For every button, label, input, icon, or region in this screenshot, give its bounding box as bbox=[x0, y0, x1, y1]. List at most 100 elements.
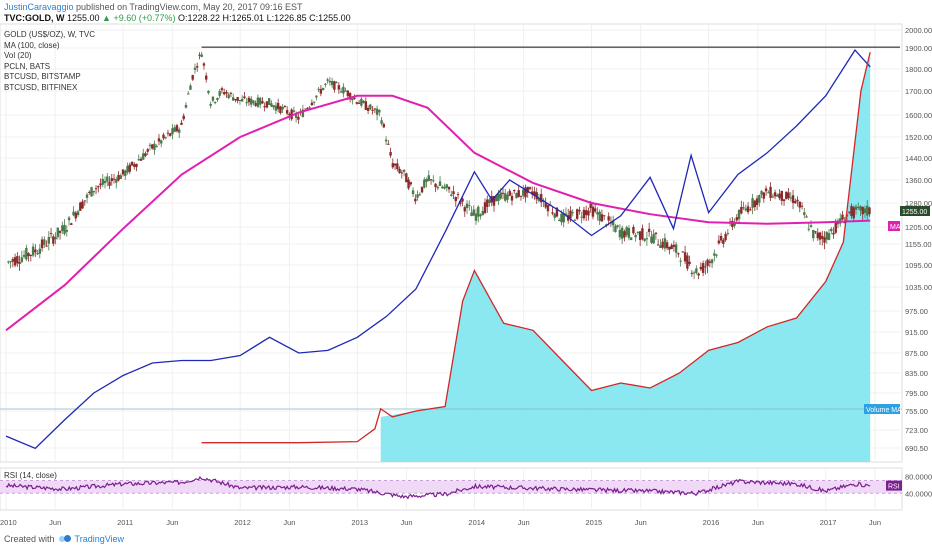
gold-candle bbox=[22, 254, 26, 257]
legend-btc-bitstamp[interactable]: BTCUSD, BITSTAMP bbox=[4, 72, 81, 82]
gold-candle bbox=[321, 87, 325, 90]
legend-volume[interactable]: Vol (20) bbox=[4, 51, 32, 61]
gold-candle bbox=[249, 98, 253, 105]
author-link[interactable]: JustinCaravaggio bbox=[4, 2, 74, 12]
gold-candle bbox=[173, 127, 176, 132]
gold-candle bbox=[452, 191, 455, 195]
gold-candle bbox=[400, 172, 404, 174]
gold-candle bbox=[222, 92, 226, 95]
time-tick-label: 2013 bbox=[351, 518, 368, 527]
gold-candle bbox=[373, 108, 377, 110]
gold-candle bbox=[7, 261, 10, 263]
gold-candle bbox=[573, 219, 577, 221]
gold-candle bbox=[38, 248, 42, 254]
gold-candle bbox=[355, 102, 359, 104]
gold-candle bbox=[827, 233, 831, 240]
price-tick-label: 1205.00 bbox=[905, 223, 932, 232]
gold-candle bbox=[49, 233, 53, 235]
study-legend: GOLD (US$/OZ), W, TVC MA (100, close) Vo… bbox=[4, 30, 95, 94]
gold-candle bbox=[99, 183, 102, 186]
gold-candle bbox=[686, 255, 689, 269]
gold-candle bbox=[713, 253, 716, 256]
gold-candle bbox=[306, 108, 309, 110]
time-tick-label: Jun bbox=[283, 518, 295, 527]
gold-candle bbox=[157, 138, 161, 142]
last-price-tag-bg bbox=[900, 206, 930, 216]
gold-candle bbox=[389, 151, 392, 156]
gold-candle bbox=[755, 198, 759, 205]
gold-candle bbox=[151, 144, 154, 149]
gold-candle bbox=[220, 88, 224, 91]
gold-candle bbox=[818, 232, 822, 240]
symbol-name[interactable]: TVC:GOLD, W bbox=[4, 13, 65, 23]
gold-candle bbox=[315, 95, 318, 98]
gold-candle bbox=[661, 241, 664, 248]
gold-candle bbox=[546, 205, 550, 212]
gold-candle bbox=[196, 66, 199, 68]
gold-candle bbox=[166, 132, 170, 134]
gold-candle bbox=[333, 81, 336, 90]
gold-candle bbox=[155, 145, 158, 147]
price-tick-label: 835.00 bbox=[905, 369, 928, 378]
gold-candle bbox=[393, 163, 397, 166]
gold-candle bbox=[704, 266, 707, 268]
price-tick-label: 915.00 bbox=[905, 328, 928, 337]
footer: Created with TradingView bbox=[4, 534, 124, 544]
gold-candle bbox=[742, 207, 745, 209]
gold-candle bbox=[832, 232, 835, 235]
last-price: 1255.00 bbox=[64, 13, 103, 23]
gold-candle bbox=[45, 245, 48, 247]
gold-candle bbox=[58, 230, 62, 233]
time-tick-label: 2017 bbox=[820, 518, 837, 527]
gold-candle bbox=[434, 183, 437, 188]
gold-candle bbox=[317, 88, 320, 90]
gold-candle bbox=[312, 101, 316, 103]
gold-candle bbox=[463, 207, 466, 212]
gold-candle bbox=[794, 200, 797, 204]
rsi-title[interactable]: RSI (14, close) bbox=[4, 471, 57, 480]
gold-candle bbox=[121, 169, 125, 175]
price-tick-label: 755.00 bbox=[905, 407, 928, 416]
gold-candle bbox=[861, 206, 864, 215]
gold-candle bbox=[852, 207, 855, 219]
price-tick-label: 1155.00 bbox=[905, 240, 932, 249]
legend-pcln[interactable]: PCLN, BATS bbox=[4, 61, 51, 71]
legend-ma[interactable]: MA (100, close) bbox=[4, 40, 60, 50]
gold-candle bbox=[13, 257, 17, 266]
gold-candle bbox=[267, 98, 271, 105]
gold-candle bbox=[607, 216, 610, 221]
gold-candle bbox=[137, 159, 140, 161]
gold-candle bbox=[843, 222, 846, 224]
gold-candle bbox=[454, 196, 457, 202]
gold-candle bbox=[56, 227, 60, 237]
time-tick-label: 2016 bbox=[703, 518, 720, 527]
gold-candle bbox=[43, 239, 46, 245]
gold-candle bbox=[735, 217, 739, 221]
legend-btc-bitfinex[interactable]: BTCUSD, BITFINEX bbox=[4, 82, 78, 92]
gold-candle bbox=[771, 196, 775, 198]
gold-candle bbox=[146, 149, 149, 152]
volume-ma-tag-bg bbox=[864, 404, 900, 414]
tradingview-link[interactable]: TradingView bbox=[74, 534, 125, 544]
gold-candle bbox=[67, 217, 71, 221]
gold-candle bbox=[117, 174, 120, 181]
gold-candle bbox=[767, 192, 770, 194]
gold-candle bbox=[803, 212, 806, 216]
gold-candle bbox=[70, 223, 73, 225]
legend-main-series[interactable]: GOLD (US$/OZ), W, TVC bbox=[4, 30, 95, 39]
gold-candle bbox=[805, 216, 808, 218]
gold-candle bbox=[27, 253, 30, 257]
gold-candle bbox=[591, 206, 595, 217]
gold-candle bbox=[495, 195, 498, 202]
gold-candle bbox=[387, 143, 390, 145]
gold-candle bbox=[562, 212, 565, 223]
time-tick-label: Jun bbox=[166, 518, 178, 527]
gold-candle bbox=[499, 192, 502, 199]
gold-candle bbox=[191, 75, 194, 80]
gold-candle bbox=[719, 235, 723, 241]
gold-candle bbox=[238, 99, 242, 101]
ma-price-tag-bg bbox=[888, 221, 900, 231]
gold-candle bbox=[796, 199, 799, 202]
